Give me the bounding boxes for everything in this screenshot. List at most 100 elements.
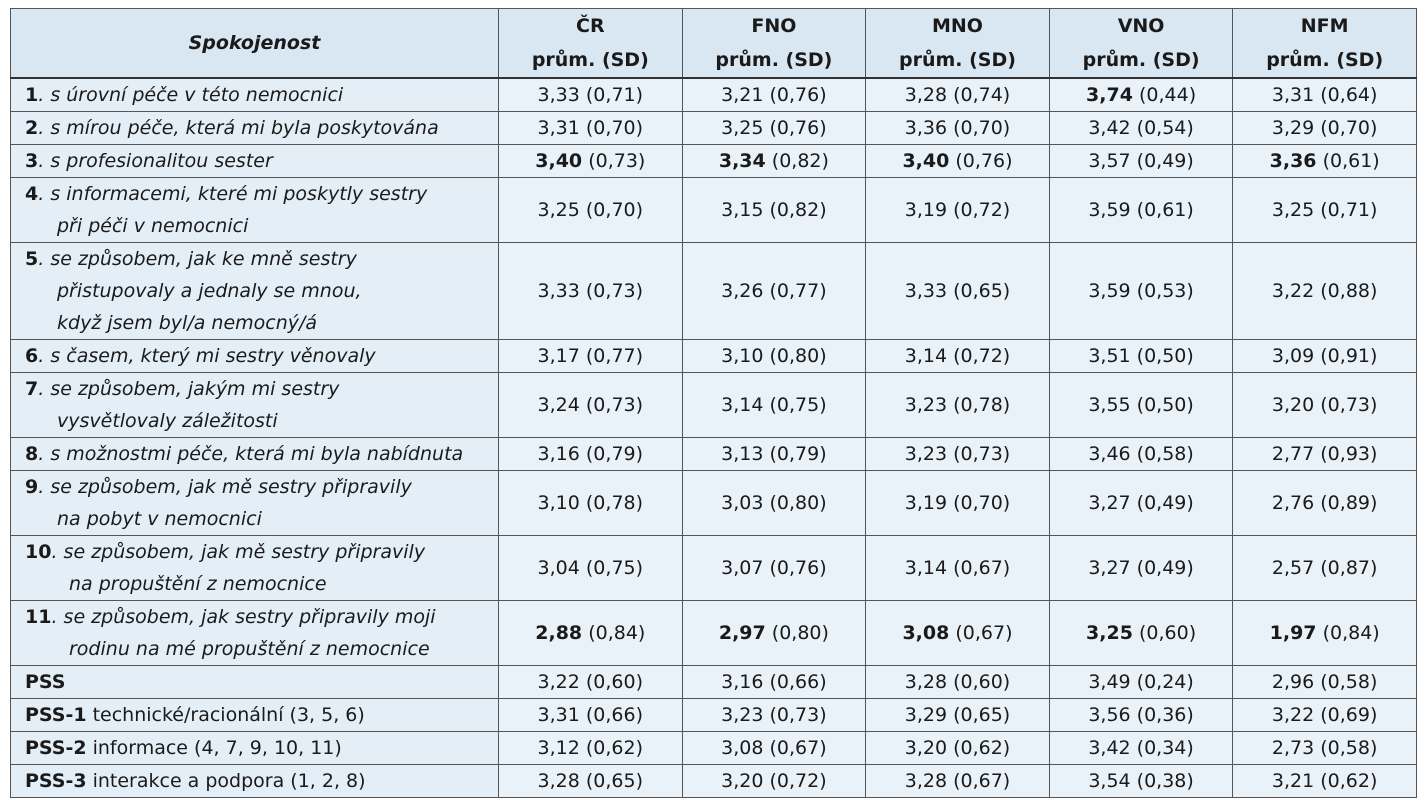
value-cell: 3,21 (0,76) [681, 77, 867, 112]
value-cell: 3,23 (0,78) [865, 372, 1050, 438]
value-cell: 3,10 (0,78) [498, 470, 683, 536]
mean-value: 3,10 [721, 345, 764, 367]
mean-value: 3,27 [1088, 557, 1131, 579]
row-label: 4. s informacemi, které mi poskytly sest… [10, 177, 499, 243]
value-cell: 3,27 (0,49) [1048, 535, 1234, 601]
summary-value-cell: 2,96 (0,58) [1232, 665, 1417, 699]
summary-label-bold: PSS-1 [25, 704, 87, 726]
mean-value: 3,42 [1088, 117, 1131, 139]
mean-value: 3,57 [1088, 150, 1131, 172]
mean-value: 2,88 [535, 622, 583, 644]
column-header: FNO prům. (SD) [681, 8, 867, 79]
mean-value: 3,28 [904, 84, 948, 106]
value-cell: 3,59 (0,61) [1048, 177, 1234, 243]
value-cell: 3,33 (0,73) [498, 242, 683, 340]
row-label-line: při péči v nemocnici [25, 210, 498, 242]
row-label: 11. se způsobem, jak sestry připravily m… [10, 600, 499, 666]
mean-value: 3,74 [1086, 84, 1133, 106]
sd-value: (0,77) [763, 280, 827, 302]
sd-value: (0,70) [947, 492, 1011, 514]
sd-value: (0,75) [763, 394, 827, 416]
mean-value: 3,14 [904, 557, 948, 579]
column-header: NFM prům. (SD) [1232, 8, 1417, 79]
summary-value-cell: 3,16 (0,66) [681, 665, 867, 699]
row-label-line: 3. s profesionalitou sester [25, 150, 273, 172]
summary-value-cell: 3,31 (0,66) [498, 698, 683, 732]
table-row: 1. s úrovní péče v této nemocnici 3,33 (0… [10, 77, 1417, 112]
row-number: 7 [25, 378, 39, 400]
row-label-text: s mírou péče, která mi byla poskytována [50, 117, 439, 139]
sd-value: (0,64) [1314, 84, 1378, 106]
row-number: 10 [25, 541, 52, 563]
value-cell: 3,31 (0,64) [1232, 77, 1417, 112]
mean-value: 3,40 [902, 150, 950, 172]
value-cell: 3,33 (0,65) [865, 242, 1050, 340]
value-cell: 3,14 (0,75) [681, 372, 867, 438]
value-cell: 3,55 (0,50) [1048, 372, 1234, 438]
row-label-text: s časem, který mi sestry věnovaly [50, 345, 376, 367]
mean-value: 3,29 [1271, 117, 1315, 139]
sd-value: (0,60) [1132, 622, 1197, 644]
row-label-line: 5. se způsobem, jak ke mně sestry [25, 248, 357, 270]
summary-label: PSS-2 informace (4, 7, 9, 10, 11) [10, 731, 499, 765]
summary-label: PSS-3 interakce a podpora (1, 2, 8) [10, 764, 499, 798]
summary-value-cell: 3,28 (0,60) [865, 665, 1050, 699]
mean-value: 3,59 [1088, 199, 1131, 221]
row-number: 9 [25, 476, 39, 498]
mean-value: 3,19 [904, 492, 948, 514]
row-label-text: se způsobem, jak mě sestry připravily [50, 476, 412, 498]
summary-value-cell: 3,20 (0,72) [681, 764, 867, 798]
sd-value: (0,72) [947, 345, 1011, 367]
sd-value: (0,75) [579, 557, 644, 579]
sd-value: (0,73) [947, 443, 1011, 465]
sd-value: (0,70) [947, 117, 1011, 139]
sd-value: (0,91) [1314, 345, 1378, 367]
value-cell: 3,17 (0,77) [498, 339, 683, 373]
mean-value: 3,23 [904, 394, 948, 416]
sd-value: (0,58) [1130, 443, 1194, 465]
sd-value: (0,77) [579, 345, 644, 367]
summary-value-cell: 2,73 (0,58) [1232, 731, 1417, 765]
value-cell: 2,57 (0,87) [1232, 535, 1417, 601]
value-cell: 3,59 (0,53) [1048, 242, 1234, 340]
mean-value: 3,31 [537, 117, 580, 139]
mean-value: 3,19 [904, 199, 948, 221]
mean-value: 3,22 [1271, 280, 1315, 302]
mean-value: 3,24 [537, 394, 580, 416]
sd-value: (0,50) [1130, 345, 1194, 367]
sd-value: (0,71) [1314, 199, 1378, 221]
value-cell: 3,10 (0,80) [681, 339, 867, 373]
value-cell: 3,16 (0,79) [498, 437, 683, 471]
value-cell: 3,07 (0,76) [681, 535, 867, 601]
mean-value: 3,33 [904, 280, 948, 302]
mean-value: 2,76 [1271, 492, 1315, 514]
row-label-text: s úrovní péče v této nemocnici [50, 84, 344, 106]
row-label-text: s informacemi, které mi poskytly sestry [50, 183, 428, 205]
summary-value-cell: 3,42 (0,34) [1048, 731, 1234, 765]
sd-value: (0,70) [1314, 117, 1378, 139]
value-cell: 3,40 (0,73) [498, 144, 683, 178]
sd-value: (0,93) [1314, 443, 1378, 465]
row-label-text: vysvětlovaly záležitosti [57, 410, 278, 432]
row-label-line: 6. s časem, který mi sestry věnovaly [25, 345, 376, 367]
row-label-line: 1. s úrovní péče v této nemocnici [25, 84, 344, 106]
value-cell: 3,23 (0,73) [865, 437, 1050, 471]
sd-value: (0,70) [579, 199, 644, 221]
row-label: 2. s mírou péče, která mi byla poskytová… [10, 111, 499, 145]
summary-label-text: technické/racionální (3, 5, 6) [86, 704, 365, 726]
value-cell: 3,28 (0,74) [865, 77, 1050, 112]
row-number: 5 [25, 248, 39, 270]
summary-value-cell: 3,22 (0,60) [498, 665, 683, 699]
value-cell: 3,08 (0,67) [865, 600, 1050, 666]
sd-value: (0,88) [1314, 280, 1378, 302]
row-number: 4 [25, 183, 39, 205]
summary-value-cell: 3,29 (0,65) [865, 698, 1050, 732]
row-label-line: na propuštění z nemocnice [25, 568, 498, 600]
mean-value: 3,33 [537, 280, 580, 302]
row-label-text: se způsobem, jak sestry připravily moji [63, 606, 436, 628]
summary-row: PSS 3,22 (0,60) 3,16 (0,66) 3,28 (0,60) 3,49… [10, 665, 1417, 699]
value-cell: 3,25 (0,70) [498, 177, 683, 243]
mean-value: 3,26 [721, 280, 764, 302]
mean-value: 3,33 [537, 84, 580, 106]
row-label-line: rodinu na mé propuštění z nemocnice [25, 633, 498, 665]
